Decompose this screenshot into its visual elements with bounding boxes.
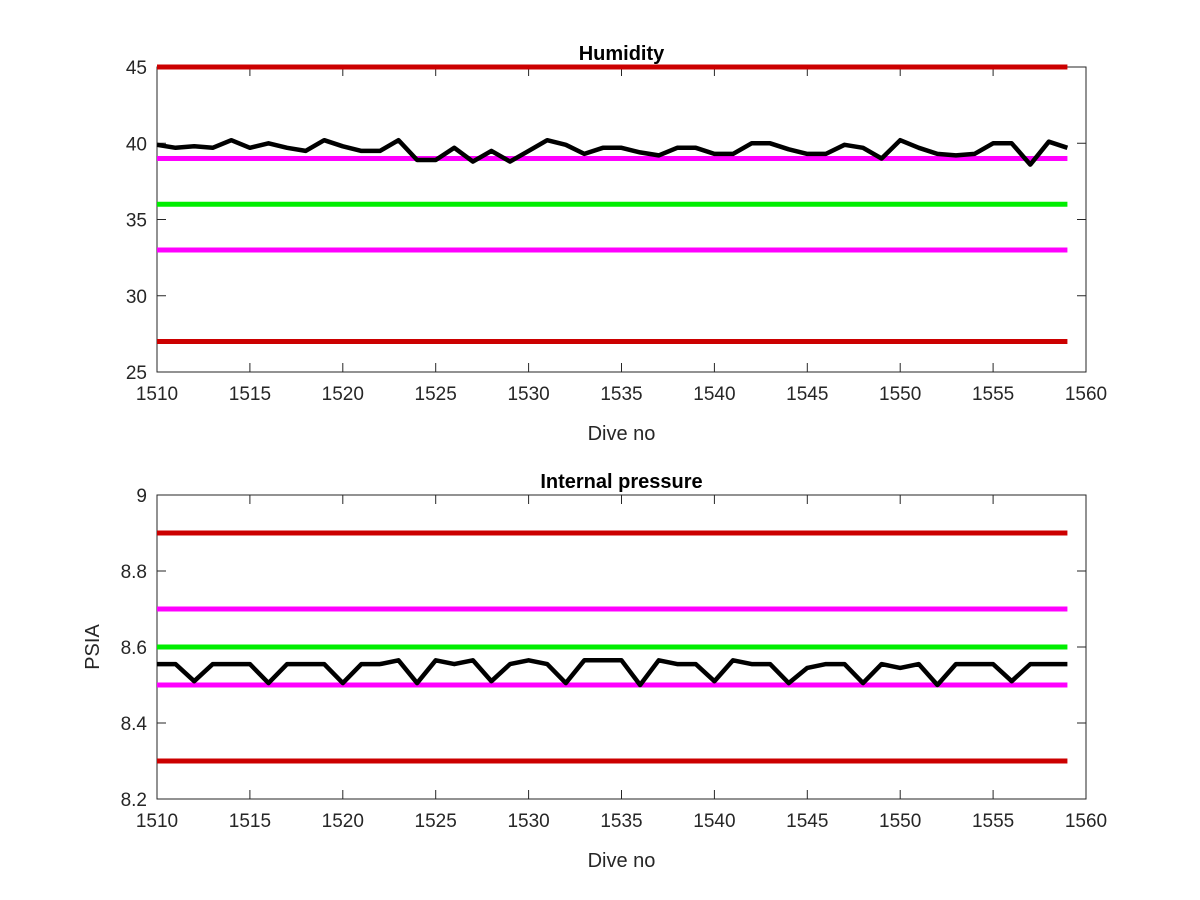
chart-1-x-tick-label: 1510 [136, 384, 178, 405]
chart-1-x-tick-label: 1555 [972, 384, 1014, 405]
chart-2-x-tick-label: 1550 [879, 811, 921, 832]
chart-1-data-line [156, 137, 1069, 167]
chart-1-y-tick-label: 30 [126, 287, 147, 308]
chart-2-data-line [157, 658, 1068, 688]
chart-1-axes-box [156, 66, 1087, 373]
chart-1-x-tick-label: 1535 [600, 384, 642, 405]
chart-2-x-tick-label: 1555 [972, 811, 1014, 832]
chart-2-x-tick-label: 1560 [1065, 811, 1107, 832]
chart-2-y-tick-label: 8.8 [121, 562, 147, 583]
chart-2-x-tick-label: 1530 [507, 811, 549, 832]
chart-1-x-tick-label: 1560 [1065, 384, 1107, 405]
chart-2-x-tick-label: 1510 [136, 811, 178, 832]
chart-2-x-tick-label: 1535 [600, 811, 642, 832]
chart-2-x-tick-label: 1540 [693, 811, 735, 832]
chart-2-x-tick-label: 1520 [322, 811, 364, 832]
chart-2-y-tick-label: 8.4 [121, 714, 148, 735]
chart-2-x-axis-label: Dive no [588, 850, 656, 872]
chart-1-y-tick-label: 45 [126, 58, 147, 79]
chart-2-y-tick-label: 8.6 [121, 638, 147, 659]
chart-1-x-axis-label: Dive no [588, 423, 656, 445]
chart-1-y-tick-label: 35 [126, 211, 147, 232]
chart-1-x-tick-label: 1520 [322, 384, 364, 405]
chart-1-y-tick-label: 40 [126, 134, 147, 155]
chart-1-y-tick-label: 25 [126, 363, 147, 384]
chart-1-x-tick-label: 1530 [507, 384, 549, 405]
chart-1-x-tick-label: 1550 [879, 384, 921, 405]
chart-1-x-tick-label: 1515 [229, 384, 271, 405]
chart-1-title: Humidity [579, 43, 665, 65]
chart-2-x-tick-label: 1545 [786, 811, 828, 832]
chart-1-x-tick-label: 1545 [786, 384, 828, 405]
chart-2-title: Internal pressure [540, 471, 702, 493]
chart-1-x-tick-label: 1525 [415, 384, 457, 405]
chart-2-y-axis-label: PSIA [82, 624, 104, 670]
chart-1-x-tick-label: 1540 [693, 384, 735, 405]
chart-2-x-tick-label: 1515 [229, 811, 271, 832]
chart-2-y-tick-label: 9 [136, 486, 147, 507]
chart-2-y-tick-label: 8.2 [121, 790, 147, 811]
chart-2-x-tick-label: 1525 [415, 811, 457, 832]
